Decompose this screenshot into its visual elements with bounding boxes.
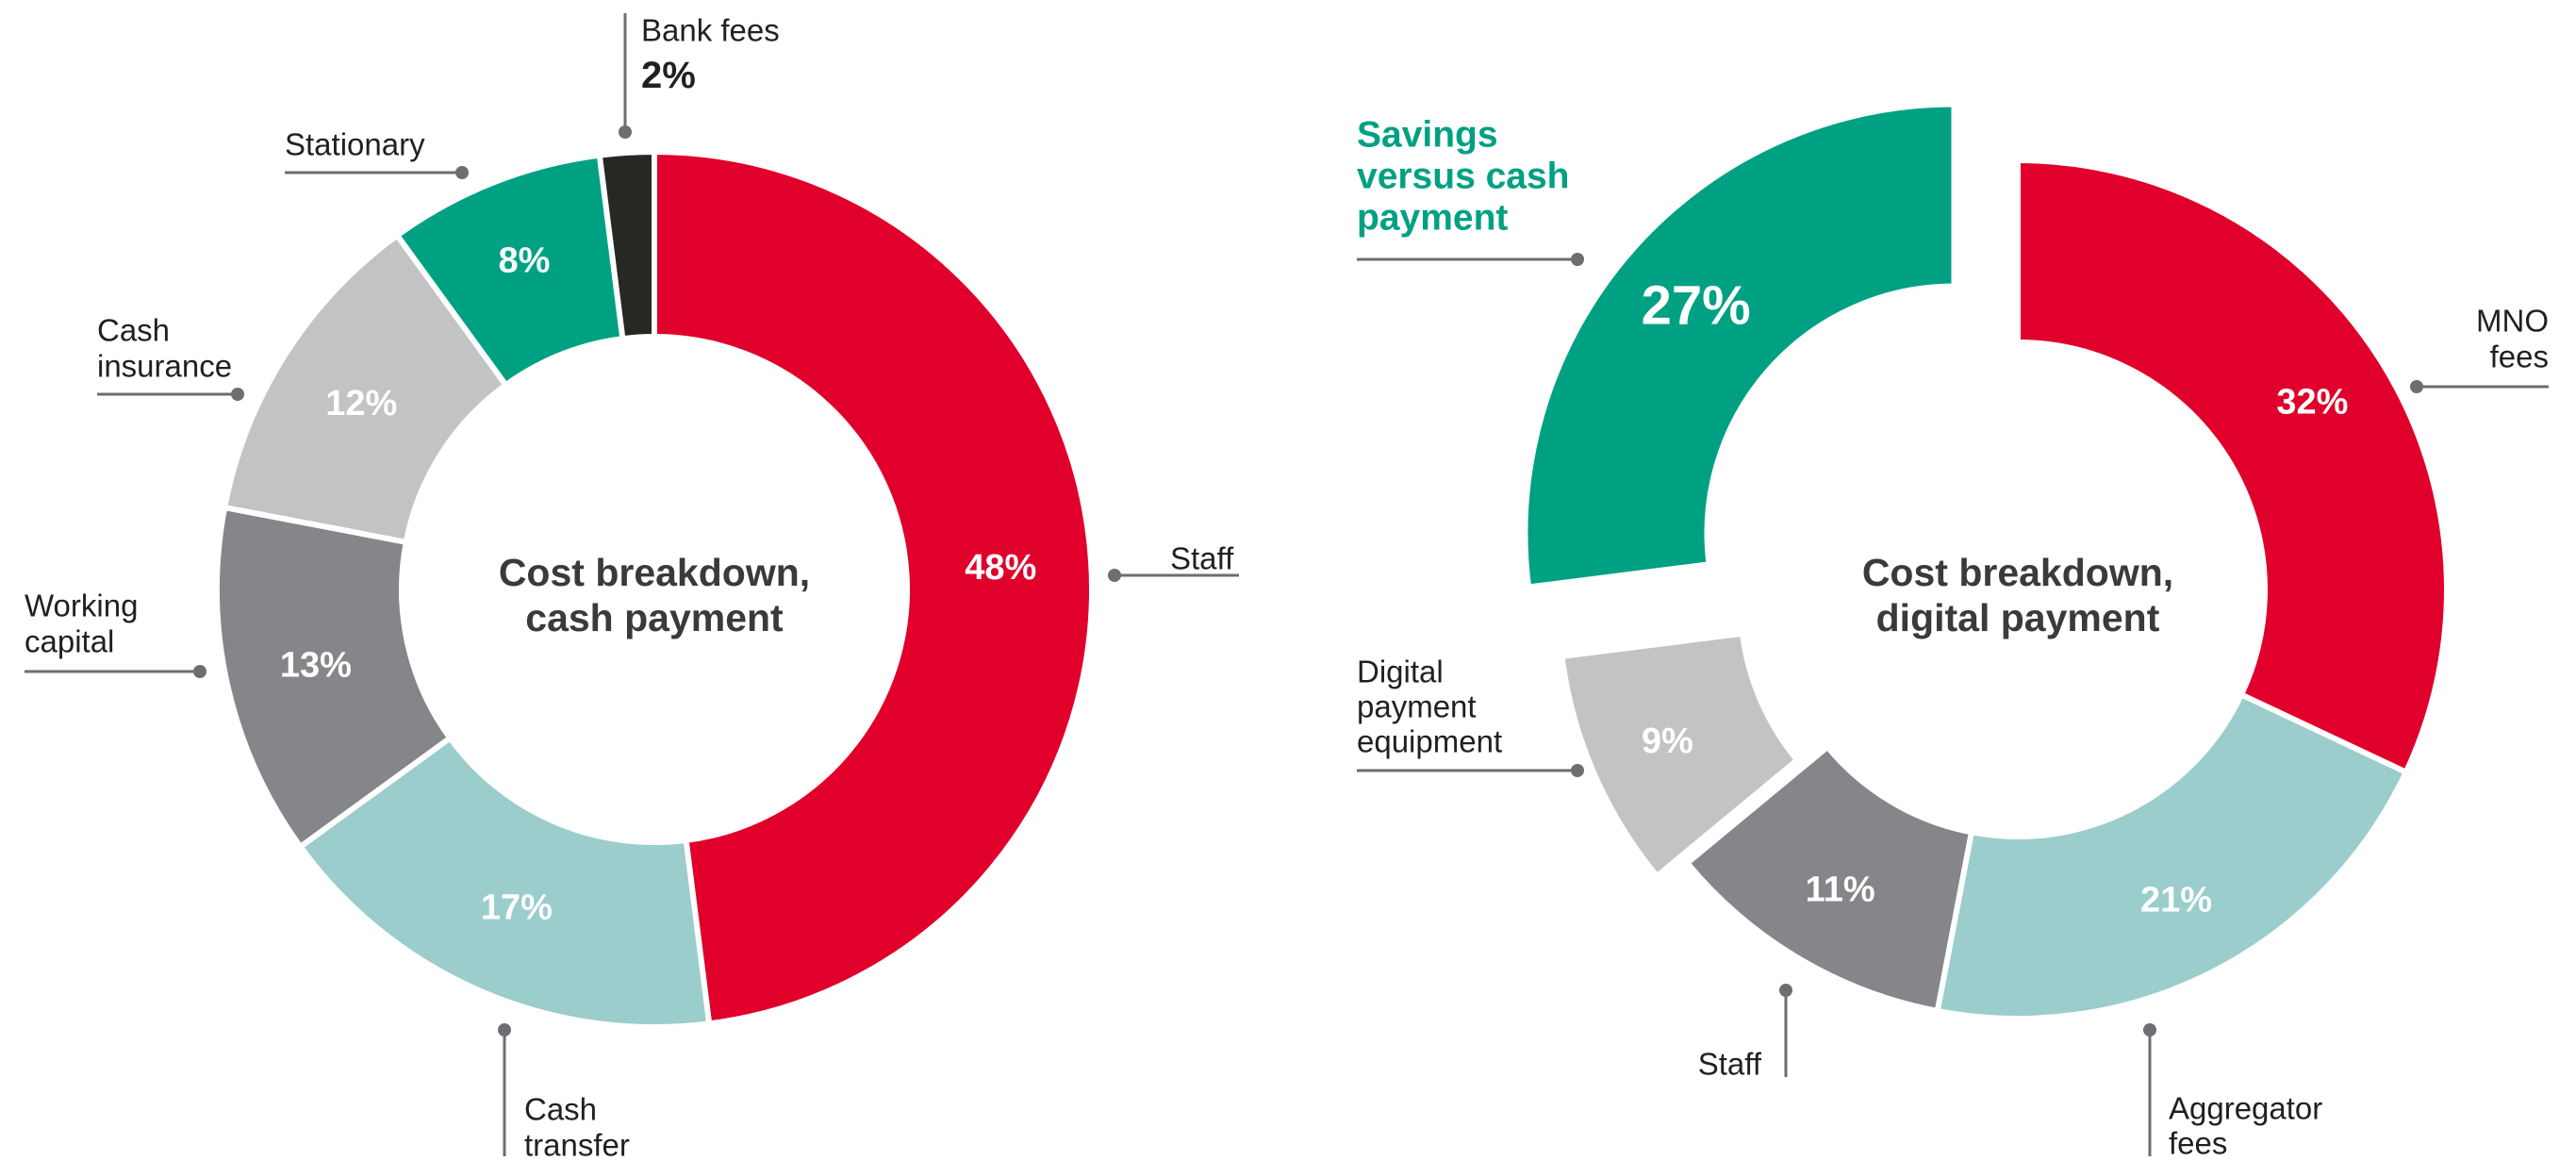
slice-label: Working [25, 589, 138, 623]
slice-value-aggregator-fees: 21% [2140, 881, 2212, 921]
slice-label: Cash [97, 313, 170, 348]
slice-label: Cash [524, 1092, 597, 1127]
slice-digital-payment-equipment [1559, 630, 1800, 879]
slice-value-staff: 11% [1806, 870, 1875, 909]
slice-bank-fees [596, 149, 657, 342]
slice-cash-insurance [222, 232, 509, 545]
slice-value-digital-payment-equipment: 9% [1642, 721, 1693, 761]
leader-dot [455, 166, 469, 179]
callout-staff: Staff [1108, 541, 1239, 582]
slice-working-capital [214, 505, 454, 850]
center-title: digital payment [1876, 596, 2160, 639]
slice-label: versus cash [1357, 157, 1570, 197]
slice-cash-transfer [297, 735, 713, 1030]
leader-dot [619, 125, 632, 139]
leader-dot [2410, 380, 2423, 393]
slice-label: fees [2490, 340, 2549, 374]
leader-dot [498, 1023, 511, 1037]
slice-value-working-capital: 13% [280, 645, 352, 685]
slice-staff [1684, 744, 1974, 1014]
slice-value-bank-fees: 2% [641, 55, 696, 96]
slice-label: equipment [1357, 724, 1502, 759]
leader-dot [2143, 1023, 2156, 1037]
slice-value-staff: 48% [965, 548, 1036, 588]
leader-dot [1571, 764, 1584, 777]
slice-value-savings-versus-cash-payment: 27% [1642, 275, 1751, 337]
slice-label: fees [2169, 1126, 2227, 1157]
leader-dot [231, 388, 244, 401]
slice-label: Digital [1357, 655, 1444, 689]
leader-dot [1571, 253, 1584, 266]
donut-chart-2: 32%MNOfees21%Aggregatorfees11%Staff9%Dig… [1357, 101, 2549, 1161]
slice-aggregator-fees [1934, 691, 2409, 1021]
slice-value-mno-fees: 32% [2276, 383, 2348, 423]
slice-label: MNO [2476, 304, 2549, 339]
leader-dot [193, 665, 206, 678]
slice-label: Stationary [285, 127, 425, 162]
slice-label: Savings [1357, 115, 1498, 156]
donut-chart-1: 48% Staff17%Cashtransfer13%Workingcapital… [25, 13, 1239, 1161]
slice-label: Staff [1170, 541, 1234, 576]
slice-savings-versus-cash-payment [1522, 101, 1957, 590]
slice-label: Staff [1698, 1047, 1762, 1082]
center-title: Cost breakdown, [1862, 551, 2173, 594]
center-title: Cost breakdown, [499, 551, 810, 594]
callout-bank-fees: Bank fees 2% [619, 13, 780, 139]
slice-label: insurance [97, 349, 232, 384]
slice-label: payment [1357, 198, 1508, 239]
callout-staff: Staff [1698, 984, 1792, 1082]
slice-value-cash-transfer: 17% [481, 888, 553, 928]
slice-staff [652, 149, 1095, 1027]
slice-label: payment [1357, 689, 1477, 724]
callout-stationary: Stationary [285, 127, 469, 179]
leader-dot [1779, 984, 1792, 997]
slice-label: capital [25, 624, 114, 659]
slice-mno-fees [2015, 158, 2450, 775]
slice-value-stationary: 8% [498, 240, 550, 280]
leader-dot [1108, 569, 1121, 582]
slice-value-cash-insurance: 12% [325, 384, 397, 423]
slice-label: Bank fees [641, 13, 780, 48]
slice-label: Aggregator [2169, 1091, 2322, 1126]
slice-label: transfer [524, 1128, 630, 1157]
center-title: cash payment [525, 596, 784, 639]
